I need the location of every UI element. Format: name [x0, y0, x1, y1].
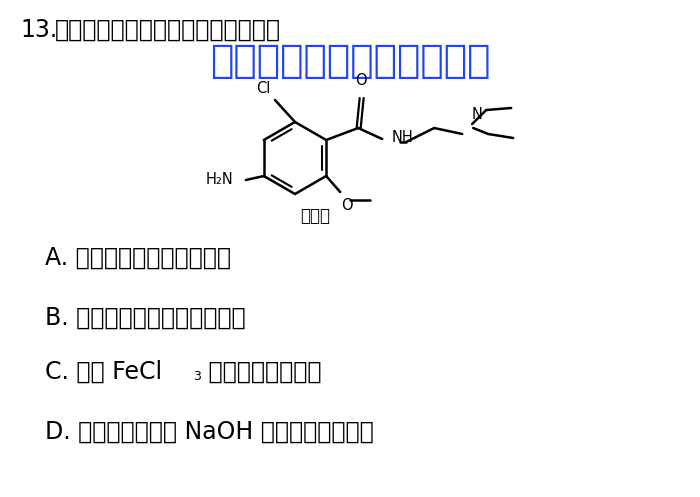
Text: D. 一定条件下能与 NaOH 溢液发生水解反应: D. 一定条件下能与 NaOH 溢液发生水解反应	[45, 420, 374, 444]
Text: 溢液发生显色反应: 溢液发生显色反应	[201, 360, 321, 384]
Text: 13.: 13.	[20, 18, 57, 42]
Text: C. 能与 FeCl: C. 能与 FeCl	[45, 360, 162, 384]
Text: H₂N: H₂N	[206, 172, 234, 187]
Text: B. 能与盐酸反应生成盐类物质: B. 能与盐酸反应生成盐类物质	[45, 306, 246, 330]
Text: N: N	[471, 107, 482, 122]
Text: 判断关于药物胃复安的说法错误的是: 判断关于药物胃复安的说法错误的是	[55, 18, 281, 42]
Text: Cl: Cl	[256, 81, 270, 96]
Text: 3: 3	[193, 369, 201, 383]
Text: NH: NH	[391, 131, 413, 146]
Text: O: O	[356, 73, 367, 88]
Text: A. 分子中不存在手性碳原子: A. 分子中不存在手性碳原子	[45, 246, 231, 270]
Text: O: O	[341, 198, 353, 213]
Text: 胃复安: 胃复安	[300, 207, 330, 225]
Text: 微信公众号关注：趣找答案: 微信公众号关注：趣找答案	[210, 42, 490, 80]
